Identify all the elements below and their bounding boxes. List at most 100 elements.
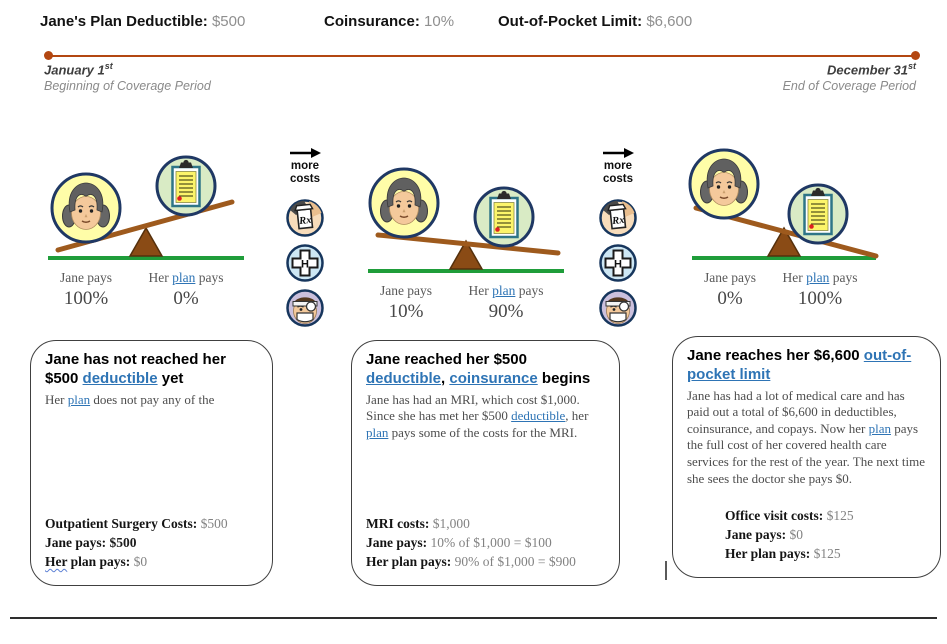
more-costs-line2: costs [602, 172, 634, 185]
box1-title: Jane has not reached her $500 deductible… [45, 351, 258, 389]
jane-pays-label-1: Jane pays 100% [60, 270, 112, 310]
scale-panel-1: Jane pays 100% Her plan pays 0% [34, 144, 274, 326]
balance-scale-3 [688, 148, 879, 260]
cost-line: Jane pays: 10% of $1,000 = $100 [366, 533, 605, 552]
scale-labels-1: Jane pays 100% Her plan pays 0% [34, 264, 274, 326]
box1-body: Her plan does not pay any of the [45, 392, 258, 409]
cost-value: 10% of $1,000 = $100 [427, 534, 552, 550]
box2-title: Jane reached her $500 deductible, coinsu… [366, 351, 605, 389]
header-coinsurance-label: Coinsurance: [324, 13, 420, 30]
box1-title-seg: $500 [45, 369, 83, 387]
box2-title-seg: begins [537, 369, 591, 387]
box3-costs: Office visit costs: $125 Jane pays: $0 H… [725, 506, 926, 563]
deductible-link[interactable]: deductible [82, 369, 158, 387]
scale-panel-3: Jane pays 0% Her plan pays 100% [680, 144, 920, 326]
plan-clipboard-icon [787, 183, 849, 245]
timeline-start-date: January 1st [44, 61, 211, 79]
cost-label-spellcheck: Her [45, 553, 68, 569]
jane-pays-text: Jane pays [379, 283, 433, 298]
jane-avatar-icon [50, 172, 122, 244]
cost-line: Her plan pays: $0 [45, 552, 258, 571]
more-costs-line1: more [290, 160, 320, 172]
cost-icons-2 [599, 199, 637, 328]
scale-panel-2: Jane pays 10% Her plan pays 90% [354, 157, 594, 339]
cost-value: $125 [810, 545, 841, 561]
plan-pays-post: pays [515, 283, 544, 298]
jane-pays-label-2: Jane pays 10% [380, 283, 432, 323]
jane-pays-percent: 0% [717, 288, 743, 309]
plan-pays-percent: 0% [173, 288, 199, 309]
box1-body-seg: does not pay any of the [90, 391, 215, 407]
jane-pays-percent: 100% [63, 288, 109, 309]
hospital-icon [286, 244, 324, 283]
callout-box-deductible: Jane has not reached her $500 deductible… [30, 340, 273, 586]
cost-label: plan pays: [67, 553, 131, 569]
cost-label: MRI costs: [366, 515, 430, 531]
timeline-end-date-suffix: st [907, 61, 916, 71]
plan-pays-post: pays [195, 270, 224, 285]
plan-link[interactable]: plan [172, 270, 196, 285]
header-deductible: Jane's Plan Deductible: $500 [40, 13, 245, 30]
timeline-end-date-text: December 31 [827, 62, 908, 78]
cost-line: Jane pays: $500 [45, 533, 258, 552]
cost-label: Her plan pays: [366, 553, 452, 569]
callout-box-oop-limit: Jane reaches her $6,600 out-of-pocket li… [672, 336, 941, 578]
plan-pays-percent: 100% [797, 288, 843, 309]
plan-link[interactable]: plan [492, 283, 516, 298]
coverage-timeline-line [48, 55, 916, 57]
out-of-pocket-limit-link[interactable]: out-of-pocket limit [687, 347, 912, 383]
header-oop-limit: Out-of-Pocket Limit: $6,600 [498, 13, 692, 30]
box1-title-seg: Jane has not reached her [45, 351, 226, 368]
plan-pays-pre: Her [468, 283, 493, 298]
more-costs-arrow-icon [288, 147, 322, 159]
timeline-start: January 1st Beginning of Coverage Period [44, 61, 211, 94]
box2-body-seg: , her [565, 408, 589, 424]
cost-value: $500 [197, 515, 228, 531]
box2-title-seg: Jane reached her $500 [366, 351, 527, 368]
header-deductible-label: Jane's Plan Deductible: [40, 13, 208, 30]
text-cursor [665, 561, 667, 580]
box3-body: Jane has had a lot of medical care and h… [687, 388, 926, 488]
plan-link[interactable]: plan [806, 270, 830, 285]
plan-pays-percent: 90% [488, 301, 524, 322]
coinsurance-link[interactable]: coinsurance [449, 369, 538, 387]
jane-avatar-icon [368, 167, 440, 239]
plan-link[interactable]: plan [366, 424, 389, 440]
jane-pays-text: Jane pays [703, 270, 757, 285]
more-costs-line1: more [603, 160, 633, 172]
timeline-end-caption: End of Coverage Period [782, 78, 916, 93]
plan-pays-post: pays [829, 270, 858, 285]
box3-body-seg: pays the full cost of her covered health… [687, 420, 926, 486]
callout-box-coinsurance: Jane reached her $500 deductible, coinsu… [351, 340, 620, 586]
timeline-end: December 31st End of Coverage Period [783, 61, 916, 94]
plan-clipboard-icon [473, 186, 535, 248]
deductible-link[interactable]: deductible [511, 408, 566, 424]
box2-costs: MRI costs: $1,000 Jane pays: 10% of $1,0… [366, 514, 605, 571]
cost-icons-1 [286, 199, 324, 328]
header-coinsurance-value: 10% [424, 13, 455, 30]
doctor-icon [599, 289, 637, 328]
plan-pays-label-2: Her plan pays 90% [469, 283, 544, 323]
more-costs-label: more costs [603, 160, 633, 185]
plan-link[interactable]: plan [67, 391, 91, 407]
jane-pays-label-3: Jane pays 0% [704, 270, 756, 310]
cost-value: $125 [823, 507, 854, 523]
header-oop-limit-label: Out-of-Pocket Limit: [498, 13, 643, 30]
cost-label: Jane pays: [366, 534, 428, 550]
cost-value: $500 [106, 534, 137, 550]
deductible-link[interactable]: deductible [366, 369, 442, 387]
scale-labels-3: Jane pays 0% Her plan pays 100% [680, 264, 920, 326]
jane-pays-percent: 10% [388, 301, 424, 322]
plan-pays-pre: Her [782, 270, 807, 285]
hospital-icon [599, 244, 637, 283]
plan-pays-label-1: Her plan pays 0% [149, 270, 224, 310]
cost-label: Jane pays: [45, 534, 107, 550]
jane-pays-text: Jane pays [59, 270, 113, 285]
balance-scale-2 [368, 167, 564, 273]
scale-fulcrum [129, 227, 163, 257]
box3-title: Jane reaches her $6,600 out-of-pocket li… [687, 347, 926, 385]
more-costs-column-2: more costs [596, 147, 640, 328]
plan-link[interactable]: plan [868, 420, 891, 436]
cost-value: 90% of $1,000 = $900 [451, 553, 576, 569]
doctor-icon [286, 289, 324, 328]
